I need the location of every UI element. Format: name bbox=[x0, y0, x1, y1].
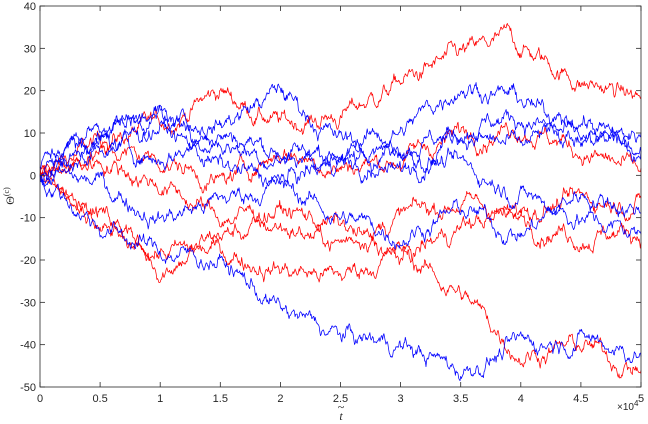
x-tick-label: 4.5 bbox=[573, 393, 588, 405]
x-tick-label: 2 bbox=[277, 393, 283, 405]
series-line-blue-6 bbox=[39, 175, 642, 382]
x-tick-label: 3 bbox=[398, 393, 404, 405]
series-line-blue-10 bbox=[39, 112, 642, 187]
y-axis-label: Θ(c) bbox=[2, 187, 17, 205]
y-tick-label: 20 bbox=[24, 86, 36, 98]
series-line-blue-8 bbox=[39, 166, 642, 250]
y-tick-label: 40 bbox=[24, 1, 36, 13]
x-tick-label: 4 bbox=[518, 393, 524, 405]
series-line-red-2 bbox=[39, 171, 642, 379]
x-tick-label: 3.5 bbox=[453, 393, 468, 405]
series-line-red-3 bbox=[39, 156, 642, 266]
x-tick-label: 1.5 bbox=[213, 393, 228, 405]
y-tick-label: -50 bbox=[20, 382, 36, 394]
x-axis: 0 0.5 1 1.5 2 2.5 3 3.5 4 4.5 5 bbox=[37, 6, 644, 405]
x-tick-label: 2.5 bbox=[333, 393, 348, 405]
x-tick-label: 0.5 bbox=[92, 393, 107, 405]
y-axis: 40 30 20 10 0 -10 -20 -30 -40 -50 bbox=[20, 1, 641, 394]
x-axis-accent: ~ bbox=[338, 400, 345, 414]
series-line-red-0 bbox=[39, 23, 642, 176]
series-line-blue-5 bbox=[39, 82, 642, 178]
x-tick-label: 0 bbox=[37, 393, 43, 405]
y-tick-label: 0 bbox=[30, 170, 36, 182]
y-tick-label: -40 bbox=[20, 340, 36, 352]
y-axis-label-base: Θ bbox=[3, 196, 17, 205]
x-axis-label: t bbox=[339, 409, 343, 423]
y-axis-label-sup: (c) bbox=[2, 187, 11, 196]
x-tick-label: 5 bbox=[638, 393, 644, 405]
y-tick-label: 30 bbox=[24, 43, 36, 55]
y-tick-label: -10 bbox=[20, 213, 36, 225]
y-tick-label: 10 bbox=[24, 128, 36, 140]
x-exponent-power: 4 bbox=[634, 399, 639, 408]
x-exponent-base: ×10 bbox=[617, 402, 634, 413]
x-tick-label: 1 bbox=[157, 393, 163, 405]
y-tick-label: -20 bbox=[20, 255, 36, 267]
x-exponent-label: ×104 bbox=[617, 399, 639, 413]
y-tick-label: -30 bbox=[20, 297, 36, 309]
series-layer bbox=[39, 23, 642, 382]
plot-background bbox=[40, 6, 641, 387]
series-line-blue-9 bbox=[39, 118, 642, 238]
